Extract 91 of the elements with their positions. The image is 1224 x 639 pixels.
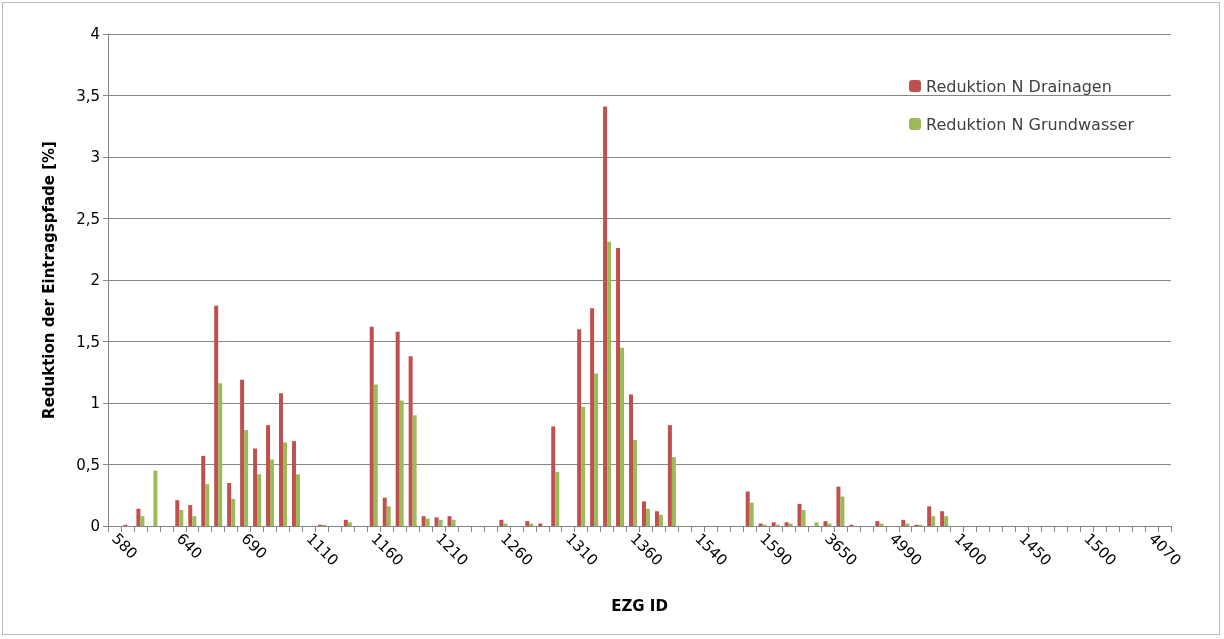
bar <box>270 459 275 526</box>
bar <box>840 496 845 526</box>
bar <box>603 106 608 526</box>
bar <box>179 510 184 526</box>
bar <box>875 521 880 526</box>
bar <box>499 519 504 526</box>
y-tick-label: 3 <box>90 148 100 166</box>
bar <box>551 426 556 526</box>
bar <box>244 430 249 526</box>
bar <box>412 415 417 526</box>
bar <box>784 522 789 526</box>
bar <box>283 442 288 526</box>
y-tick-label: 2 <box>90 271 100 289</box>
bar <box>927 506 932 526</box>
bar <box>940 511 945 526</box>
bar <box>201 455 206 526</box>
y-tick-label: 2,5 <box>76 209 100 228</box>
bar <box>654 511 659 526</box>
legend-label: Reduktion N Grundwasser <box>926 114 1135 134</box>
bar <box>801 510 806 526</box>
bar <box>386 506 391 526</box>
legend-label: Reduktion N Drainagen <box>926 76 1112 96</box>
bar <box>633 439 638 526</box>
bar <box>257 474 262 526</box>
bar <box>577 329 582 526</box>
y-tick-label: 0,5 <box>76 455 100 474</box>
bar <box>231 498 236 526</box>
bar <box>931 516 936 526</box>
bar <box>188 505 193 526</box>
bar <box>836 486 841 526</box>
bar <box>136 508 141 526</box>
bar <box>671 457 676 526</box>
bar <box>629 394 634 526</box>
bar <box>590 308 595 526</box>
bar <box>641 501 646 526</box>
bar <box>447 516 452 526</box>
bar <box>347 522 352 526</box>
y-tick-label: 0 <box>90 517 100 535</box>
bar <box>421 516 426 526</box>
bar <box>240 379 245 526</box>
y-tick-label: 3,5 <box>76 86 100 105</box>
bar <box>594 373 599 526</box>
x-tick-label: 690 <box>237 529 271 563</box>
bar <box>438 519 443 526</box>
bar <box>153 470 158 526</box>
bar <box>205 484 210 526</box>
bar <box>218 383 223 526</box>
bar <box>620 347 625 526</box>
bar <box>175 500 180 526</box>
bar <box>295 474 300 526</box>
bar <box>279 393 284 526</box>
bar <box>266 425 271 526</box>
bar <box>745 491 750 526</box>
bar <box>797 503 802 526</box>
bar <box>451 519 456 526</box>
bar <box>814 522 819 526</box>
y-tick-label: 1,5 <box>76 332 100 351</box>
x-axis-title: EZG ID <box>611 596 668 615</box>
bar <box>667 425 672 526</box>
bar <box>525 521 530 526</box>
bar <box>823 521 828 526</box>
bar <box>214 305 219 526</box>
bar <box>555 471 560 526</box>
bar <box>382 497 387 526</box>
y-tick-label: 1 <box>90 394 100 412</box>
bar <box>192 516 197 526</box>
bar <box>343 519 348 526</box>
bar <box>771 522 776 526</box>
bar <box>749 502 754 526</box>
bar <box>607 241 612 526</box>
x-tick-label: 580 <box>108 529 142 563</box>
bar <box>658 514 663 526</box>
bar <box>616 248 621 526</box>
bar <box>253 448 258 526</box>
bar <box>581 406 586 526</box>
bar <box>901 519 906 526</box>
bar <box>369 326 374 526</box>
bar <box>944 516 949 526</box>
bar <box>645 508 650 526</box>
y-axis-title: Reduktion der Eintragspfade [%] <box>39 141 58 419</box>
bar <box>434 517 439 526</box>
bar <box>291 441 296 526</box>
bar <box>408 356 413 526</box>
x-tick-label: 640 <box>172 529 206 563</box>
bar <box>425 518 430 526</box>
bar <box>140 516 145 526</box>
y-tick-label: 4 <box>90 25 100 43</box>
bar <box>227 482 232 526</box>
bar <box>373 384 378 526</box>
bar <box>395 331 400 526</box>
bar <box>399 400 404 526</box>
